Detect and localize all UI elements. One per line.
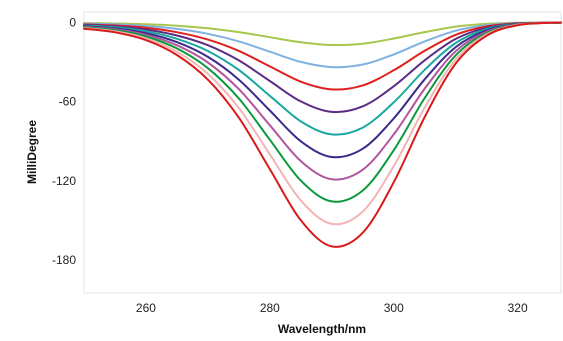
series-line-9 bbox=[83, 21, 562, 226]
series-line-6 bbox=[83, 21, 562, 159]
x-tick-label: 320 bbox=[508, 301, 528, 315]
series-line-8 bbox=[83, 21, 562, 203]
y-axis-ticks: 0 -60 -120 -180 bbox=[52, 16, 76, 267]
y-tick-label: -60 bbox=[59, 95, 77, 109]
x-tick-label: 280 bbox=[260, 301, 280, 315]
y-tick-label: 0 bbox=[69, 16, 76, 30]
y-tick-label: -120 bbox=[52, 174, 76, 188]
x-tick-label: 300 bbox=[384, 301, 404, 315]
series-line-10 bbox=[83, 21, 562, 248]
y-tick-label: -180 bbox=[52, 253, 76, 267]
plot-area-frame bbox=[83, 11, 562, 294]
x-axis-title: Wavelength/nm bbox=[278, 322, 366, 336]
series-layer bbox=[83, 21, 562, 248]
y-axis-title: MilliDegree bbox=[25, 120, 39, 184]
x-tick-label: 260 bbox=[136, 301, 156, 315]
series-line-7 bbox=[83, 21, 562, 181]
x-axis-ticks: 260 280 300 320 bbox=[136, 301, 528, 315]
